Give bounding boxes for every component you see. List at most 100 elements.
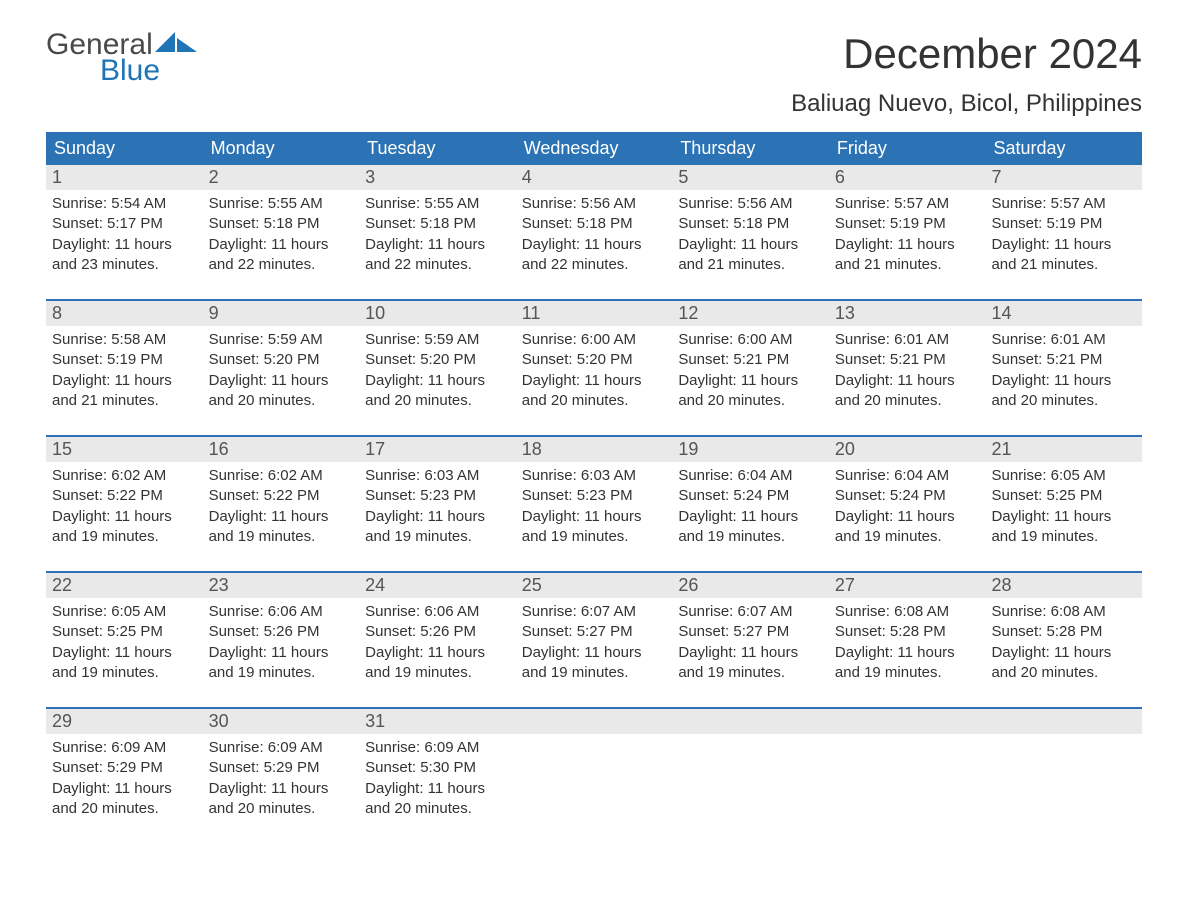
day-number-bar: [829, 709, 986, 734]
day-number-bar: 6: [829, 165, 986, 190]
day-body: Sunrise: 6:08 AMSunset: 5:28 PMDaylight:…: [985, 598, 1142, 689]
day-number-bar: 22: [46, 573, 203, 598]
day-cell: 27Sunrise: 6:08 AMSunset: 5:28 PMDayligh…: [829, 573, 986, 693]
day-number-bar: 30: [203, 709, 360, 734]
day-sunset: Sunset: 5:20 PM: [522, 350, 667, 370]
day-cell: 9Sunrise: 5:59 AMSunset: 5:20 PMDaylight…: [203, 301, 360, 421]
day-number: 18: [516, 437, 673, 462]
weeks-container: 1Sunrise: 5:54 AMSunset: 5:17 PMDaylight…: [46, 165, 1142, 829]
day-sunrise: Sunrise: 6:05 AM: [52, 602, 197, 622]
day-number-bar: 20: [829, 437, 986, 462]
day-body: Sunrise: 5:58 AMSunset: 5:19 PMDaylight:…: [46, 326, 203, 417]
day-sunrise: Sunrise: 5:56 AM: [678, 194, 823, 214]
day-body: [985, 734, 1142, 744]
day-daylight2: and 19 minutes.: [522, 663, 667, 683]
header: General Blue December 2024 Baliuag Nuevo…: [46, 30, 1142, 118]
day-body: Sunrise: 6:08 AMSunset: 5:28 PMDaylight:…: [829, 598, 986, 689]
day-daylight1: Daylight: 11 hours: [835, 643, 980, 663]
day-sunset: Sunset: 5:20 PM: [209, 350, 354, 370]
day-sunset: Sunset: 5:21 PM: [678, 350, 823, 370]
day-daylight2: and 19 minutes.: [835, 663, 980, 683]
day-body: Sunrise: 6:01 AMSunset: 5:21 PMDaylight:…: [829, 326, 986, 417]
day-daylight1: Daylight: 11 hours: [678, 507, 823, 527]
day-body: Sunrise: 6:04 AMSunset: 5:24 PMDaylight:…: [829, 462, 986, 553]
day-header-friday: Friday: [829, 132, 986, 165]
day-sunrise: Sunrise: 6:00 AM: [522, 330, 667, 350]
day-sunrise: Sunrise: 5:55 AM: [209, 194, 354, 214]
day-daylight1: Daylight: 11 hours: [522, 371, 667, 391]
day-daylight2: and 19 minutes.: [365, 527, 510, 547]
day-sunset: Sunset: 5:28 PM: [835, 622, 980, 642]
day-number: 9: [203, 301, 360, 326]
day-sunrise: Sunrise: 6:07 AM: [522, 602, 667, 622]
day-daylight2: and 20 minutes.: [991, 391, 1136, 411]
day-number: [829, 709, 986, 734]
day-sunset: Sunset: 5:23 PM: [365, 486, 510, 506]
day-sunset: Sunset: 5:25 PM: [52, 622, 197, 642]
day-daylight1: Daylight: 11 hours: [678, 643, 823, 663]
day-number-bar: 16: [203, 437, 360, 462]
day-sunset: Sunset: 5:19 PM: [52, 350, 197, 370]
day-body: Sunrise: 5:59 AMSunset: 5:20 PMDaylight:…: [359, 326, 516, 417]
day-cell: 15Sunrise: 6:02 AMSunset: 5:22 PMDayligh…: [46, 437, 203, 557]
day-cell: 20Sunrise: 6:04 AMSunset: 5:24 PMDayligh…: [829, 437, 986, 557]
day-daylight2: and 23 minutes.: [52, 255, 197, 275]
day-cell: 26Sunrise: 6:07 AMSunset: 5:27 PMDayligh…: [672, 573, 829, 693]
day-number: 11: [516, 301, 673, 326]
day-number-bar: 7: [985, 165, 1142, 190]
day-daylight1: Daylight: 11 hours: [52, 235, 197, 255]
day-number-bar: 17: [359, 437, 516, 462]
day-daylight1: Daylight: 11 hours: [365, 779, 510, 799]
day-daylight1: Daylight: 11 hours: [522, 235, 667, 255]
day-daylight2: and 19 minutes.: [365, 663, 510, 683]
day-header-saturday: Saturday: [985, 132, 1142, 165]
day-header-thursday: Thursday: [672, 132, 829, 165]
day-daylight2: and 21 minutes.: [991, 255, 1136, 275]
day-number: 6: [829, 165, 986, 190]
day-daylight2: and 20 minutes.: [209, 391, 354, 411]
day-sunset: Sunset: 5:22 PM: [52, 486, 197, 506]
day-daylight2: and 20 minutes.: [991, 663, 1136, 683]
day-daylight1: Daylight: 11 hours: [209, 235, 354, 255]
day-daylight1: Daylight: 11 hours: [365, 371, 510, 391]
day-daylight2: and 20 minutes.: [365, 391, 510, 411]
day-daylight2: and 20 minutes.: [52, 799, 197, 819]
day-daylight2: and 19 minutes.: [678, 663, 823, 683]
day-number: 16: [203, 437, 360, 462]
day-daylight1: Daylight: 11 hours: [209, 779, 354, 799]
day-number-bar: 28: [985, 573, 1142, 598]
day-sunrise: Sunrise: 6:04 AM: [835, 466, 980, 486]
day-number: 2: [203, 165, 360, 190]
day-daylight2: and 22 minutes.: [209, 255, 354, 275]
day-number: 21: [985, 437, 1142, 462]
day-number-bar: 13: [829, 301, 986, 326]
day-sunrise: Sunrise: 6:08 AM: [835, 602, 980, 622]
day-header-tuesday: Tuesday: [359, 132, 516, 165]
day-daylight1: Daylight: 11 hours: [209, 643, 354, 663]
day-sunrise: Sunrise: 6:00 AM: [678, 330, 823, 350]
day-number-bar: 5: [672, 165, 829, 190]
day-sunset: Sunset: 5:27 PM: [678, 622, 823, 642]
day-cell: 6Sunrise: 5:57 AMSunset: 5:19 PMDaylight…: [829, 165, 986, 285]
day-sunset: Sunset: 5:28 PM: [991, 622, 1136, 642]
day-cell: [516, 709, 673, 829]
day-sunrise: Sunrise: 5:55 AM: [365, 194, 510, 214]
day-body: Sunrise: 5:56 AMSunset: 5:18 PMDaylight:…: [516, 190, 673, 281]
day-daylight2: and 20 minutes.: [835, 391, 980, 411]
day-number: 15: [46, 437, 203, 462]
day-body: Sunrise: 6:03 AMSunset: 5:23 PMDaylight:…: [359, 462, 516, 553]
day-sunset: Sunset: 5:30 PM: [365, 758, 510, 778]
day-body: Sunrise: 6:07 AMSunset: 5:27 PMDaylight:…: [672, 598, 829, 689]
day-daylight1: Daylight: 11 hours: [991, 643, 1136, 663]
day-sunrise: Sunrise: 6:01 AM: [991, 330, 1136, 350]
day-number-bar: 11: [516, 301, 673, 326]
day-sunset: Sunset: 5:19 PM: [835, 214, 980, 234]
day-number-bar: 4: [516, 165, 673, 190]
day-number: 27: [829, 573, 986, 598]
day-daylight1: Daylight: 11 hours: [209, 507, 354, 527]
day-sunrise: Sunrise: 5:54 AM: [52, 194, 197, 214]
day-number-bar: 12: [672, 301, 829, 326]
day-daylight1: Daylight: 11 hours: [991, 235, 1136, 255]
day-body: Sunrise: 6:05 AMSunset: 5:25 PMDaylight:…: [46, 598, 203, 689]
day-body: Sunrise: 6:06 AMSunset: 5:26 PMDaylight:…: [359, 598, 516, 689]
